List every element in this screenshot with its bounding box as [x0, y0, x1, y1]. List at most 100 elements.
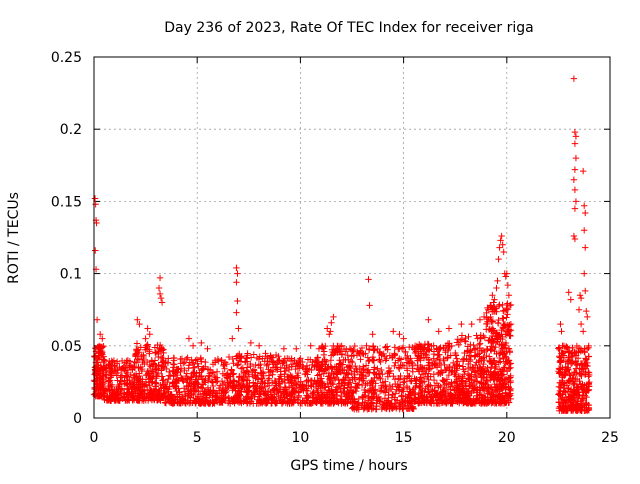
data-point: [330, 313, 337, 321]
data-point: [563, 404, 570, 412]
data-point: [124, 390, 132, 398]
data-point: [478, 380, 485, 387]
data-point: [468, 389, 475, 397]
data-point: [158, 299, 166, 306]
data-point: [416, 383, 423, 391]
data-point: [170, 364, 177, 371]
data-point: [189, 342, 197, 349]
data-point: [281, 370, 288, 378]
data-point: [503, 270, 510, 277]
data-point: [185, 362, 193, 369]
data-point: [571, 186, 579, 194]
data-point: [318, 360, 325, 368]
data-point: [272, 361, 279, 368]
data-point: [506, 332, 513, 339]
data-point: [455, 383, 463, 390]
data-point: [437, 345, 444, 352]
data-point: [491, 348, 498, 355]
data-point: [579, 167, 587, 175]
y-tick-label: 0.05: [51, 339, 82, 355]
data-point: [377, 382, 385, 389]
plot-frame: [93, 56, 611, 419]
y-axis-label: ROTI / TECUs: [6, 192, 22, 284]
data-point: [556, 369, 563, 376]
data-point: [183, 370, 191, 377]
data-point: [485, 306, 492, 313]
data-point: [562, 403, 569, 411]
x-tick-label: 20: [498, 430, 516, 446]
data-point: [461, 368, 469, 375]
data-point: [575, 306, 583, 313]
data-point: [555, 370, 563, 377]
data-point: [151, 387, 158, 395]
data-point: [195, 373, 203, 380]
data-point: [389, 391, 397, 398]
data-point: [262, 399, 269, 407]
data-point: [355, 350, 363, 357]
data-point: [292, 365, 299, 373]
data-point: [218, 356, 225, 364]
data-point: [234, 297, 241, 305]
data-point: [371, 364, 378, 371]
data-point: [124, 377, 131, 384]
data-point: [286, 400, 293, 407]
data-point: [390, 404, 397, 411]
data-point: [366, 345, 373, 353]
data-point: [556, 353, 563, 360]
data-point: [258, 384, 265, 392]
data-point: [469, 398, 477, 406]
data-point: [485, 388, 492, 395]
data-point: [462, 378, 470, 385]
data-point: [358, 344, 366, 352]
data-point: [333, 384, 340, 391]
data-point: [306, 366, 313, 373]
data-point: [122, 364, 129, 371]
data-point: [399, 388, 407, 395]
data-point: [382, 405, 390, 412]
data-point: [483, 326, 490, 333]
data-point: [135, 377, 142, 385]
data-point: [572, 357, 579, 365]
data-point: [262, 350, 269, 357]
data-point: [455, 341, 462, 348]
data-point: [406, 388, 413, 395]
data-point: [273, 386, 281, 394]
data-point: [338, 397, 346, 404]
data-point: [252, 361, 259, 369]
data-point: [499, 301, 506, 309]
data-point: [99, 335, 106, 342]
data-point: [391, 362, 398, 370]
data-point: [498, 331, 505, 338]
data-point: [431, 361, 438, 368]
data-point: [285, 383, 293, 391]
data-point: [427, 373, 434, 380]
data-point: [120, 389, 128, 397]
data-point: [243, 355, 251, 362]
data-point: [337, 369, 345, 376]
data-point: [421, 344, 428, 351]
data-point: [359, 399, 366, 406]
data-point: [480, 332, 487, 340]
data-point: [507, 372, 514, 380]
data-point: [328, 364, 335, 371]
data-point: [438, 367, 445, 374]
data-point: [381, 395, 389, 402]
data-point: [101, 396, 108, 404]
data-point: [183, 355, 190, 363]
data-point: [235, 398, 243, 406]
data-point: [183, 383, 190, 390]
data-point: [304, 392, 311, 400]
data-point: [101, 388, 108, 396]
data-point: [194, 383, 201, 390]
data-point: [369, 353, 377, 361]
data-point: [491, 296, 498, 303]
data-point: [202, 358, 209, 366]
data-point: [244, 350, 251, 357]
data-point: [505, 292, 513, 299]
data-point: [459, 375, 467, 382]
data-point: [430, 355, 437, 362]
data-point: [576, 377, 583, 385]
data-point: [376, 349, 384, 357]
data-point: [575, 344, 583, 352]
data-point: [110, 357, 118, 364]
